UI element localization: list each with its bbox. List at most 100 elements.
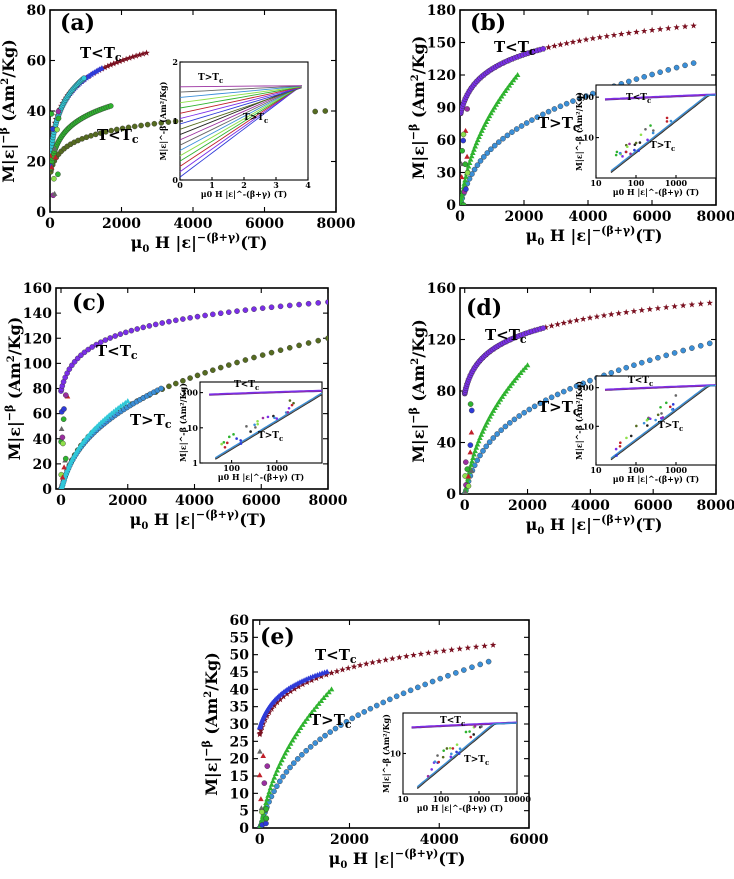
- data-point: [323, 692, 330, 698]
- data-point: [166, 318, 172, 325]
- inset-point: [445, 747, 449, 750]
- data-point: [432, 648, 440, 655]
- data-point: [495, 99, 501, 105]
- data-point: [158, 385, 164, 392]
- inset-lower-curve: [610, 94, 717, 172]
- data-point: [615, 367, 622, 374]
- y-label-unit-sup: 2: [0, 78, 11, 85]
- series-group: [58, 299, 328, 489]
- data-point: [465, 483, 472, 489]
- y-tick-label: 0: [42, 482, 52, 498]
- data-point: [375, 657, 383, 664]
- x-tick-label: 6000: [510, 832, 549, 848]
- data-point: [477, 661, 484, 668]
- inset-x-tick-label: 100: [628, 465, 645, 475]
- inset-point: [225, 441, 229, 445]
- data-point: [498, 427, 504, 433]
- x-label-mu: μ: [329, 849, 341, 868]
- inset-annotation-main: T<T: [626, 93, 647, 103]
- data-point: [326, 689, 332, 695]
- inset-point: [614, 447, 618, 451]
- data-point: [117, 331, 124, 337]
- data-point: [580, 380, 586, 387]
- data-point: [560, 319, 567, 326]
- panel-e: 0 2000 4000 6000051015202530354045505560(e)…: [200, 613, 549, 871]
- data-point: [474, 162, 481, 168]
- data-point: [548, 394, 555, 401]
- y-label-main: M|ε|: [409, 424, 428, 463]
- data-point: [511, 377, 518, 383]
- data-point: [504, 132, 511, 139]
- data-point: [540, 325, 547, 331]
- data-point: [593, 313, 601, 320]
- data-point: [486, 439, 493, 445]
- region-annotation-main: T>T: [310, 711, 346, 729]
- panel-label: (a): [60, 10, 95, 36]
- inset-annotation: T<Tc: [234, 380, 259, 392]
- data-point: [173, 317, 179, 324]
- y-tick-label: 60: [230, 613, 250, 629]
- x-tick-label: 0: [460, 498, 470, 514]
- inset-point: [625, 436, 628, 440]
- y-tick-label: 120: [427, 68, 456, 84]
- data-point: [437, 675, 444, 682]
- inset-point: [239, 439, 242, 442]
- data-point: [393, 693, 400, 700]
- y-label-unit-end: /Kg): [0, 39, 18, 78]
- inset-point: [273, 416, 276, 420]
- data-point: [264, 796, 270, 802]
- data-point: [623, 364, 630, 371]
- data-point: [484, 150, 491, 156]
- data-point: [477, 158, 484, 164]
- data-point: [501, 391, 507, 397]
- data-point: [320, 695, 327, 701]
- data-point: [494, 402, 500, 408]
- data-point: [112, 333, 118, 339]
- data-point: [505, 385, 511, 391]
- data-point: [285, 743, 292, 749]
- data-point: [545, 44, 552, 51]
- data-point: [526, 406, 533, 413]
- data-point: [472, 143, 478, 149]
- data-point: [132, 52, 140, 59]
- data-point: [463, 186, 469, 193]
- inset-point: [665, 120, 669, 123]
- data-point: [563, 39, 570, 47]
- data-point: [495, 139, 502, 145]
- data-point: [697, 300, 704, 307]
- data-point: [107, 335, 113, 341]
- inset-point: [220, 442, 223, 446]
- inset-point: [629, 434, 633, 438]
- data-point: [311, 706, 317, 712]
- data-point: [259, 809, 265, 815]
- data-point: [50, 164, 55, 170]
- region-annotation-main: T<T: [96, 342, 132, 360]
- inset-point: [468, 730, 471, 733]
- inset-y-label: M|ε|^-β (Am²/Kg): [574, 92, 584, 171]
- region-annotation-sub: c: [573, 121, 580, 134]
- x-axis-label: μ0 H |ε|−(β+γ)(T): [329, 847, 466, 871]
- data-point: [283, 769, 290, 775]
- data-point: [410, 651, 417, 658]
- inset-point: [634, 141, 638, 145]
- data-point: [542, 397, 549, 404]
- data-point: [387, 696, 393, 703]
- data-point: [308, 676, 315, 684]
- data-point: [646, 357, 653, 364]
- inset-curve: [179, 86, 302, 114]
- inset-y-tick-label: 10: [390, 749, 402, 759]
- inset-annotation-main: T>T: [650, 141, 671, 151]
- data-point: [343, 718, 350, 725]
- data-point: [468, 407, 475, 414]
- region-annotation: T<Tc: [485, 326, 527, 346]
- data-point: [487, 413, 493, 419]
- data-point: [225, 309, 232, 315]
- data-point: [520, 367, 526, 373]
- data-point: [318, 673, 325, 680]
- data-point: [85, 346, 91, 353]
- x-tick-label: 4000: [571, 498, 610, 514]
- data-point: [586, 314, 594, 321]
- inset-upper-curve: [604, 384, 717, 391]
- data-point: [663, 304, 670, 311]
- data-point: [107, 103, 114, 109]
